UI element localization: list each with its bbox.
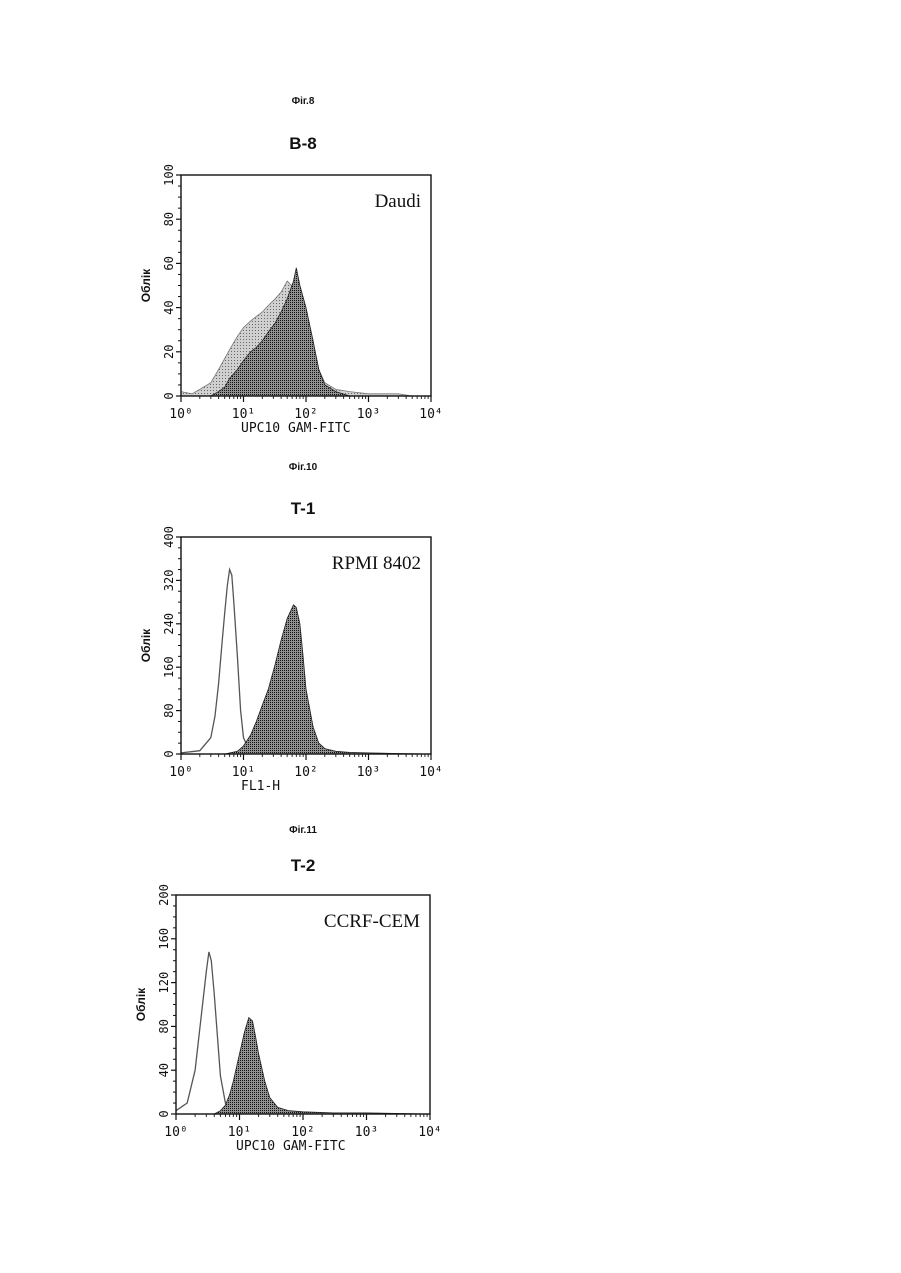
x-tick-label: 10⁴ [419,765,442,780]
x-tick-label: 10¹ [228,1125,251,1140]
x-axis-label: UPC10 GAM-FITC [241,421,351,436]
figure-caption: Фіг.8 [292,96,315,107]
x-tick-label: 10⁰ [164,1125,187,1140]
chart-panel: Фіг.8 B-8 0 20 40 60 80 100 10⁰ 10¹ 10² 10³ 10⁴ UPC10… [139,96,443,436]
x-tick-label: 10² [291,1125,314,1140]
chart-title: B-8 [289,134,316,153]
chart-panels: Фіг.8 B-8 0 20 40 60 80 100 10⁰ 10¹ 10² 10³ 10⁴ UPC10… [134,96,443,1154]
y-tick-label: 0 [162,750,176,757]
histogram-filled [211,268,350,396]
x-tick-label: 10¹ [232,765,255,780]
y-tick-label: 120 [157,972,171,994]
x-tick-label: 10¹ [232,407,255,422]
x-tick-label: 10³ [357,765,380,780]
y-tick-label: 160 [157,928,171,950]
x-tick-label: 10⁰ [169,765,192,780]
y-axis-label: Облік [134,987,148,1021]
y-axis-label: Облік [139,628,153,662]
y-tick-label: 20 [162,345,176,359]
y-tick-label: 60 [162,256,176,270]
figure-caption: Фіг.11 [289,825,317,836]
x-tick-label: 10⁰ [169,407,192,422]
y-tick-label: 80 [162,212,176,226]
histogram-filled [225,605,431,754]
y-axis-label: Облік [139,268,153,302]
chart-title: T-1 [291,499,316,518]
y-tick-label: 200 [157,884,171,906]
x-tick-label: 10³ [357,407,380,422]
cell-line-label: RPMI 8402 [332,553,421,574]
x-tick-label: 10⁴ [419,407,442,422]
x-tick-label: 10⁴ [418,1125,441,1140]
y-tick-label: 80 [157,1019,171,1033]
x-axis-label: FL1-H [241,779,280,794]
y-tick-label: 400 [162,526,176,548]
figure-caption: Фіг.10 [289,462,318,473]
y-tick-label: 100 [162,164,176,186]
y-tick-label: 0 [162,392,176,399]
y-tick-label: 160 [162,656,176,678]
x-axis-label: UPC10 GAM-FITC [236,1139,346,1154]
chart-panel: Фіг.11 T-2 0 40 80 120 160 200 10⁰ 10¹ 10² 10³ 10⁴ UP… [134,825,442,1154]
y-tick-label: 80 [162,703,176,717]
y-tick-label: 320 [162,570,176,592]
y-tick-label: 40 [162,300,176,314]
cell-line-label: Daudi [375,191,421,212]
x-tick-label: 10³ [355,1125,378,1140]
y-tick-label: 240 [162,613,176,635]
histogram-filled [214,1018,430,1114]
y-tick-label: 40 [157,1063,171,1077]
chart-panel: Фіг.10 T-1 0 80 160 240 320 400 10⁰ 10¹ 10² 10³ 10⁴ F… [139,462,443,794]
cell-line-label: CCRF-CEM [324,911,420,932]
x-tick-label: 10² [294,407,317,422]
x-tick-label: 10² [294,765,317,780]
chart-title: T-2 [291,856,316,875]
y-tick-label: 0 [157,1110,171,1117]
